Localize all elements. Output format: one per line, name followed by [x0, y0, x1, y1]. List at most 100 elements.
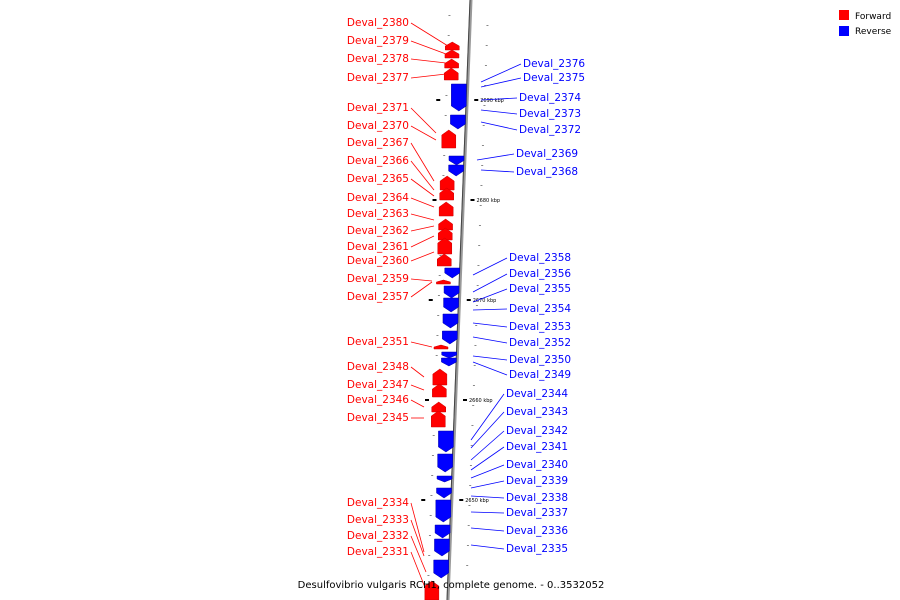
reverse-leader-line — [480, 77, 522, 88]
forward-gene-label[interactable]: Deval_2332 — [347, 530, 409, 542]
reverse-gene-label[interactable]: Deval_2349 — [509, 369, 571, 381]
axis-dot — [477, 265, 480, 266]
forward-leader-line — [410, 278, 433, 282]
reverse-leader-line — [480, 63, 522, 83]
axis-dot — [428, 555, 431, 556]
reverse-gene-label[interactable]: Deval_2353 — [509, 321, 571, 333]
forward-gene-block — [441, 129, 457, 149]
forward-leader-line — [410, 40, 447, 55]
forward-gene-label[interactable]: Deval_2359 — [347, 273, 409, 285]
reverse-gene-label[interactable]: Deval_2372 — [519, 124, 581, 136]
reverse-gene-label[interactable]: Deval_2337 — [506, 507, 568, 519]
reverse-gene-label[interactable]: Deval_2342 — [506, 425, 568, 437]
reverse-gene-label[interactable]: Deval_2344 — [506, 388, 568, 400]
forward-leader-line — [410, 197, 435, 208]
forward-leader-line — [410, 178, 435, 197]
reverse-leader-line — [470, 544, 505, 550]
axis-dot — [481, 145, 484, 146]
forward-gene-label[interactable]: Deval_2380 — [347, 17, 409, 29]
reverse-gene-label[interactable]: Deval_2356 — [509, 268, 571, 280]
scale-tick-mark — [466, 299, 471, 301]
reverse-gene-block — [436, 487, 452, 499]
reverse-gene-label[interactable]: Deval_2340 — [506, 459, 568, 471]
forward-gene-label[interactable]: Deval_2348 — [347, 361, 409, 373]
forward-gene-label[interactable]: Deval_2347 — [347, 379, 409, 391]
forward-gene-block — [431, 410, 446, 428]
axis-dot — [483, 105, 486, 106]
reverse-gene-block — [444, 267, 461, 279]
forward-gene-label[interactable]: Deval_2331 — [347, 546, 409, 558]
reverse-gene-label[interactable]: Deval_2375 — [523, 72, 585, 84]
reverse-leader-line — [470, 446, 505, 471]
forward-gene-block — [431, 401, 446, 413]
reverse-gene-label[interactable]: Deval_2354 — [509, 303, 571, 315]
axis-dot — [432, 435, 435, 436]
forward-gene-label[interactable]: Deval_2360 — [347, 255, 409, 267]
axis-dot — [429, 515, 432, 516]
forward-gene-label[interactable]: Deval_2357 — [347, 291, 409, 303]
axis-dot — [466, 545, 469, 546]
forward-gene-label[interactable]: Deval_2345 — [347, 412, 409, 424]
forward-leader-line — [410, 73, 447, 79]
reverse-gene-label[interactable]: Deval_2341 — [506, 441, 568, 453]
reverse-gene-label[interactable]: Deval_2336 — [506, 525, 568, 537]
axis-dot — [472, 385, 475, 386]
forward-gene-block — [439, 187, 454, 201]
reverse-leader-line — [470, 411, 505, 449]
forward-gene-label[interactable]: Deval_2367 — [347, 137, 409, 149]
forward-gene-label[interactable]: Deval_2371 — [347, 102, 409, 114]
forward-gene-label[interactable]: Deval_2333 — [347, 514, 409, 526]
reverse-leader-line — [470, 480, 505, 489]
scale-tick-label: 2660 kbp — [469, 398, 493, 404]
reverse-gene-label[interactable]: Deval_2374 — [519, 92, 581, 104]
legend-reverse-label: Reverse — [855, 27, 892, 37]
axis-dot — [467, 525, 470, 526]
forward-gene-label[interactable]: Deval_2363 — [347, 208, 409, 220]
forward-gene-block — [437, 227, 453, 241]
forward-gene-label[interactable]: Deval_2378 — [347, 53, 409, 65]
reverse-gene-label[interactable]: Deval_2335 — [506, 543, 568, 555]
label-layer: Deval_2380 Deval_2379 Deval_2378 Deval_2377… — [347, 17, 585, 591]
forward-gene-label[interactable]: Deval_2370 — [347, 120, 409, 132]
forward-gene-label[interactable]: Deval_2365 — [347, 173, 409, 185]
forward-gene-label[interactable]: Deval_2379 — [347, 35, 409, 47]
reverse-gene-label[interactable]: Deval_2355 — [509, 283, 571, 295]
reverse-leader-line — [480, 169, 515, 173]
reverse-leader-line — [472, 288, 508, 303]
reverse-gene-block — [442, 330, 458, 345]
forward-leader-line — [410, 235, 435, 248]
reverse-gene-label[interactable]: Deval_2358 — [509, 252, 571, 264]
axis-dot — [485, 45, 488, 46]
axis-dot — [480, 185, 483, 186]
forward-gene-label[interactable]: Deval_2361 — [347, 241, 409, 253]
scale-tick-label: 2690 kbp — [480, 98, 504, 104]
axis-dot — [439, 255, 442, 256]
axis-dot — [466, 565, 469, 566]
axis-dot — [471, 425, 474, 426]
reverse-gene-label[interactable]: Deval_2343 — [506, 406, 568, 418]
forward-gene-label[interactable]: Deval_2346 — [347, 394, 409, 406]
reverse-gene-label[interactable]: Deval_2368 — [516, 166, 578, 178]
forward-gene-label[interactable]: Deval_2351 — [347, 336, 409, 348]
scale-tick-mark — [459, 499, 464, 501]
forward-gene-label[interactable]: Deval_2364 — [347, 192, 409, 204]
gene-layer — [424, 41, 467, 600]
forward-gene-label[interactable]: Deval_2334 — [347, 497, 409, 509]
reverse-gene-label[interactable]: Deval_2373 — [519, 108, 581, 120]
reverse-gene-label[interactable]: Deval_2350 — [509, 354, 571, 366]
scale-tick-label: 2650 kbp — [465, 498, 489, 504]
reverse-gene-label[interactable]: Deval_2369 — [516, 148, 578, 160]
axis-dot — [430, 495, 433, 496]
forward-gene-label[interactable]: Deval_2366 — [347, 155, 409, 167]
scale-tick-label: 2680 kbp — [477, 198, 501, 204]
axis-dot — [484, 65, 487, 66]
reverse-gene-label[interactable]: Deval_2338 — [506, 492, 568, 504]
axis-dot — [475, 325, 478, 326]
reverse-gene-label[interactable]: Deval_2352 — [509, 337, 571, 349]
reverse-gene-label[interactable]: Deval_2339 — [506, 475, 568, 487]
forward-gene-label[interactable]: Deval_2377 — [347, 72, 409, 84]
forward-gene-label[interactable]: Deval_2362 — [347, 225, 409, 237]
reverse-gene-block — [441, 351, 457, 359]
forward-gene-block — [444, 49, 460, 59]
reverse-gene-label[interactable]: Deval_2376 — [523, 58, 585, 70]
